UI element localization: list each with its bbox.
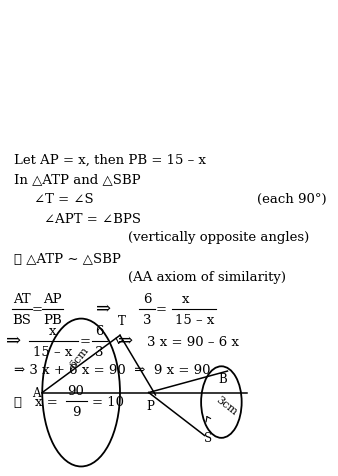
Text: x =: x = [35, 395, 58, 408]
Text: 6: 6 [143, 292, 151, 306]
Text: x: x [49, 325, 56, 337]
Text: = 10: = 10 [92, 395, 124, 408]
Text: (each 90°): (each 90°) [257, 193, 327, 206]
Text: PB: PB [43, 313, 62, 327]
Text: 9: 9 [72, 406, 80, 418]
Text: =: = [32, 303, 43, 316]
Text: 3: 3 [95, 346, 104, 358]
Text: AT: AT [13, 292, 31, 306]
Text: BS: BS [13, 313, 31, 327]
Text: S: S [204, 431, 212, 445]
Text: 6cm: 6cm [68, 345, 91, 369]
Text: 90: 90 [68, 385, 84, 397]
Text: ∠T = ∠S: ∠T = ∠S [34, 193, 93, 206]
Text: ⇒ 3 x + 6 x = 90  ⇒  9 x = 90: ⇒ 3 x + 6 x = 90 ⇒ 9 x = 90 [14, 363, 210, 376]
Text: P: P [146, 399, 154, 413]
Text: ∴ △ATP ∼ △SBP: ∴ △ATP ∼ △SBP [14, 253, 120, 266]
Text: 15 – x: 15 – x [33, 346, 72, 358]
Text: =: = [80, 335, 91, 348]
Text: ∠APT = ∠BPS: ∠APT = ∠BPS [44, 213, 141, 226]
Text: 3cm: 3cm [214, 394, 239, 417]
Text: ∴: ∴ [14, 395, 22, 408]
Text: 3 x = 90 – 6 x: 3 x = 90 – 6 x [147, 335, 239, 348]
Text: x: x [182, 292, 189, 306]
Text: B: B [219, 372, 227, 385]
Text: ⇒: ⇒ [118, 331, 132, 349]
Text: (vertically opposite angles): (vertically opposite angles) [128, 231, 310, 244]
Text: ⇒: ⇒ [6, 331, 21, 349]
Text: 15 – x: 15 – x [175, 313, 214, 327]
Text: A: A [32, 386, 41, 399]
Text: Let AP = x, then PB = 15 – x: Let AP = x, then PB = 15 – x [14, 153, 206, 166]
Text: =: = [156, 303, 167, 316]
Text: (AA axiom of similarity): (AA axiom of similarity) [128, 271, 286, 284]
Text: 6: 6 [95, 325, 104, 337]
Text: T: T [118, 314, 126, 327]
Text: ⇒: ⇒ [96, 299, 111, 317]
Text: AP: AP [43, 292, 62, 306]
Text: 3: 3 [143, 313, 151, 327]
Text: In △ATP and △SBP: In △ATP and △SBP [14, 173, 140, 186]
